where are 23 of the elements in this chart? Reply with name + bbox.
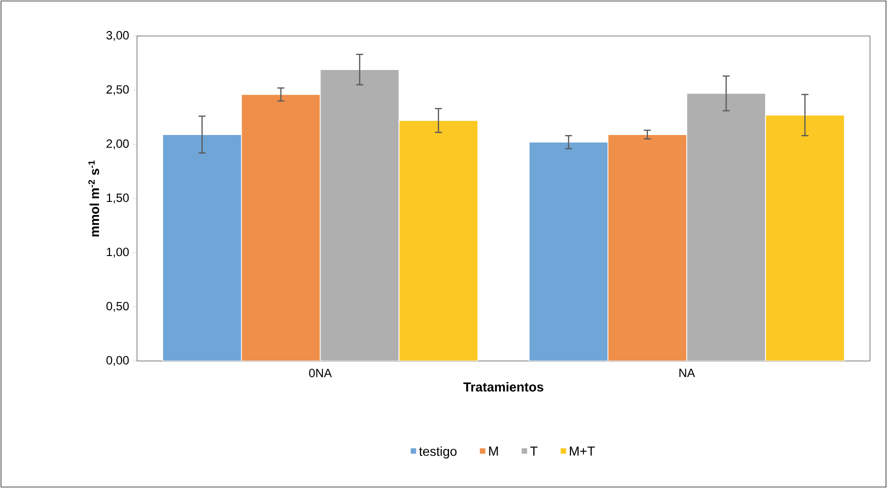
bar [320, 69, 400, 361]
bar [398, 120, 478, 361]
y-tick-label: 2,00 [106, 139, 129, 150]
bar [765, 114, 845, 361]
y-tick-label: 2,50 [106, 85, 129, 96]
y-axis-title: mmol m$^{-2}$ s$^{-1}$ [88, 160, 100, 236]
x-axis-title: Tratamientos [463, 382, 544, 392]
y-tick-label: 1,00 [106, 248, 129, 258]
y-tick-label: 1,50 [106, 194, 129, 204]
legend-label: T [530, 446, 538, 456]
y-tick-label: 0,00 [106, 356, 129, 366]
bar [608, 134, 688, 361]
y-tick-label: 0,50 [106, 302, 129, 312]
y-tick-label: 3,00 [106, 31, 129, 41]
x-tick-label: NA [679, 368, 696, 377]
bar [686, 93, 766, 361]
legend-label: testigo [419, 446, 457, 458]
bar [528, 142, 608, 361]
legend-label: M [489, 446, 498, 456]
bar [162, 134, 242, 361]
legend-label: M+T [570, 446, 595, 456]
bar [241, 94, 321, 361]
x-tick-label: 0NA [309, 368, 332, 378]
